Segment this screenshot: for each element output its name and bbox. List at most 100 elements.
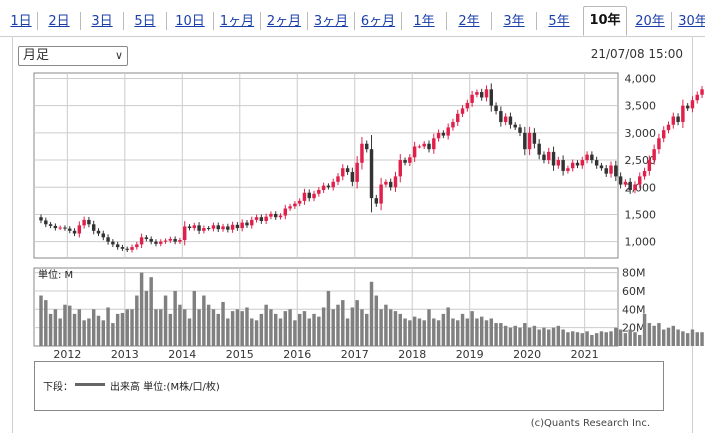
volume-bar bbox=[345, 318, 350, 346]
volume-bar bbox=[489, 318, 493, 346]
tab-13[interactable]: 10年 bbox=[583, 6, 627, 36]
tab-10[interactable]: 2年 bbox=[458, 14, 480, 29]
candle-body bbox=[106, 237, 110, 242]
tab-5[interactable]: 1ヶ月 bbox=[219, 14, 255, 29]
volume-bar bbox=[226, 318, 230, 346]
candle-body bbox=[556, 160, 561, 166]
volume-bar bbox=[307, 318, 311, 346]
candle-body bbox=[53, 225, 58, 229]
candle-body bbox=[273, 213, 278, 218]
candle-body bbox=[317, 189, 321, 194]
tab-7[interactable]: 3ヶ月 bbox=[313, 14, 349, 29]
tab-separator bbox=[671, 12, 672, 30]
candle-body bbox=[130, 247, 134, 250]
candle-body bbox=[551, 151, 556, 166]
candle-body bbox=[527, 132, 532, 150]
candle-body bbox=[68, 228, 72, 231]
candle-body bbox=[432, 138, 436, 150]
tab-2[interactable]: 3日 bbox=[91, 14, 113, 29]
volume-bar bbox=[355, 300, 359, 346]
tab-11[interactable]: 3年 bbox=[503, 14, 525, 29]
volume-bar bbox=[283, 311, 288, 346]
volume-bar bbox=[211, 309, 216, 346]
volume-bar bbox=[594, 333, 599, 346]
candle-body bbox=[58, 227, 62, 229]
tab-4[interactable]: 10日 bbox=[175, 14, 205, 29]
period-tab-bar: 1日 2日 3日 5日 10日 1ヶ月 2ヶ月 3ヶ月 6ヶ月 1年 2年 3年 5年 10年 20年 30年 bbox=[0, 0, 705, 37]
candle-body bbox=[427, 143, 431, 150]
tab-0[interactable]: 1日 bbox=[10, 14, 32, 29]
candle-period-select[interactable]: 月足 ∨ bbox=[18, 46, 128, 66]
volume-bar bbox=[125, 309, 129, 346]
candle-body bbox=[408, 157, 412, 163]
candle-body bbox=[235, 224, 240, 229]
x-tick-label: 2012 bbox=[53, 348, 81, 361]
tab-15[interactable]: 30年 bbox=[678, 14, 705, 29]
volume-bar bbox=[230, 311, 235, 346]
candle-body bbox=[695, 94, 699, 101]
candle-body bbox=[350, 172, 355, 182]
volume-bar bbox=[293, 320, 297, 346]
candle-body bbox=[250, 219, 254, 226]
volume-tick-label: 60M bbox=[622, 285, 646, 298]
candle-body bbox=[398, 160, 402, 177]
volume-bar bbox=[302, 311, 307, 346]
price-tick-label: 2,500 bbox=[625, 154, 657, 167]
volume-bar bbox=[111, 323, 115, 346]
volume-bar bbox=[101, 320, 106, 346]
volume-bar bbox=[182, 309, 187, 346]
candle-body bbox=[412, 146, 417, 158]
x-tick-label: 2018 bbox=[398, 348, 426, 361]
candle-body bbox=[599, 165, 604, 169]
candle-body bbox=[657, 138, 661, 150]
candle-body bbox=[661, 130, 666, 139]
candle-body bbox=[120, 247, 125, 249]
candle-body bbox=[652, 149, 656, 161]
candle-body bbox=[676, 116, 680, 122]
volume-tick-label: 20M bbox=[622, 322, 646, 335]
tab-separator bbox=[80, 12, 81, 30]
volume-bar bbox=[436, 320, 441, 346]
volume-bar bbox=[633, 332, 637, 346]
candle-body bbox=[633, 184, 637, 190]
candle-body bbox=[336, 176, 340, 182]
tab-3[interactable]: 5日 bbox=[134, 14, 156, 29]
volume-bar bbox=[695, 332, 699, 346]
volume-bar bbox=[465, 318, 470, 346]
candle-body bbox=[451, 121, 455, 128]
candle-body bbox=[537, 143, 541, 155]
tab-14[interactable]: 20年 bbox=[635, 14, 665, 29]
candle-body bbox=[365, 143, 369, 150]
volume-bar bbox=[269, 309, 273, 346]
volume-bar bbox=[240, 311, 244, 346]
tab-1[interactable]: 2日 bbox=[48, 14, 70, 29]
tab-12[interactable]: 5年 bbox=[548, 14, 570, 29]
volume-bar bbox=[331, 309, 335, 346]
volume-bar bbox=[312, 313, 316, 346]
volume-bar bbox=[671, 325, 676, 346]
tab-9[interactable]: 1年 bbox=[413, 14, 435, 29]
tab-8[interactable]: 6ヶ月 bbox=[360, 14, 396, 29]
volume-bar bbox=[192, 290, 197, 346]
candle-body bbox=[125, 248, 129, 250]
volume-bar bbox=[245, 307, 249, 346]
volume-bar bbox=[604, 332, 608, 346]
volume-bar bbox=[561, 329, 565, 346]
volume-bar bbox=[537, 329, 541, 346]
candle-body bbox=[307, 192, 311, 199]
candle-body bbox=[666, 124, 671, 131]
volume-bar bbox=[585, 331, 589, 346]
volume-bar bbox=[72, 313, 77, 346]
candle-body bbox=[614, 165, 618, 177]
candle-body bbox=[460, 108, 465, 114]
candle-body bbox=[221, 226, 225, 230]
volume-bar bbox=[570, 331, 575, 346]
volume-bar bbox=[278, 318, 283, 346]
candle-body bbox=[269, 213, 273, 217]
x-tick-label: 2015 bbox=[226, 348, 254, 361]
candle-body bbox=[331, 181, 335, 188]
volume-bar bbox=[388, 309, 393, 346]
volume-tick-label: 80M bbox=[622, 267, 646, 280]
tab-6[interactable]: 2ヶ月 bbox=[266, 14, 302, 29]
